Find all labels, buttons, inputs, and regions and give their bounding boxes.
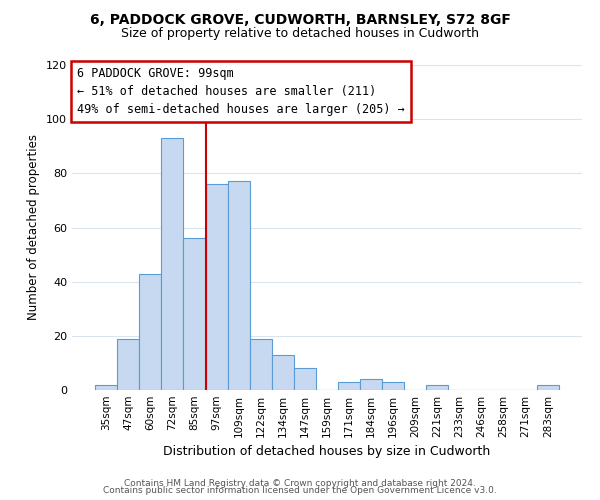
Text: Contains public sector information licensed under the Open Government Licence v3: Contains public sector information licen…	[103, 486, 497, 495]
Bar	[139, 274, 161, 390]
Bar	[161, 138, 184, 390]
Bar	[338, 382, 360, 390]
Bar	[95, 384, 117, 390]
Bar	[206, 184, 227, 390]
Bar	[360, 379, 382, 390]
Bar	[227, 182, 250, 390]
Bar	[117, 338, 139, 390]
Bar	[294, 368, 316, 390]
Y-axis label: Number of detached properties: Number of detached properties	[28, 134, 40, 320]
Text: 6 PADDOCK GROVE: 99sqm
← 51% of detached houses are smaller (211)
49% of semi-de: 6 PADDOCK GROVE: 99sqm ← 51% of detached…	[77, 66, 405, 116]
Bar	[382, 382, 404, 390]
Bar	[537, 384, 559, 390]
X-axis label: Distribution of detached houses by size in Cudworth: Distribution of detached houses by size …	[163, 446, 491, 458]
Text: 6, PADDOCK GROVE, CUDWORTH, BARNSLEY, S72 8GF: 6, PADDOCK GROVE, CUDWORTH, BARNSLEY, S7…	[89, 12, 511, 26]
Bar	[250, 338, 272, 390]
Bar	[272, 355, 294, 390]
Bar	[184, 238, 206, 390]
Text: Size of property relative to detached houses in Cudworth: Size of property relative to detached ho…	[121, 28, 479, 40]
Bar	[427, 384, 448, 390]
Text: Contains HM Land Registry data © Crown copyright and database right 2024.: Contains HM Land Registry data © Crown c…	[124, 478, 476, 488]
